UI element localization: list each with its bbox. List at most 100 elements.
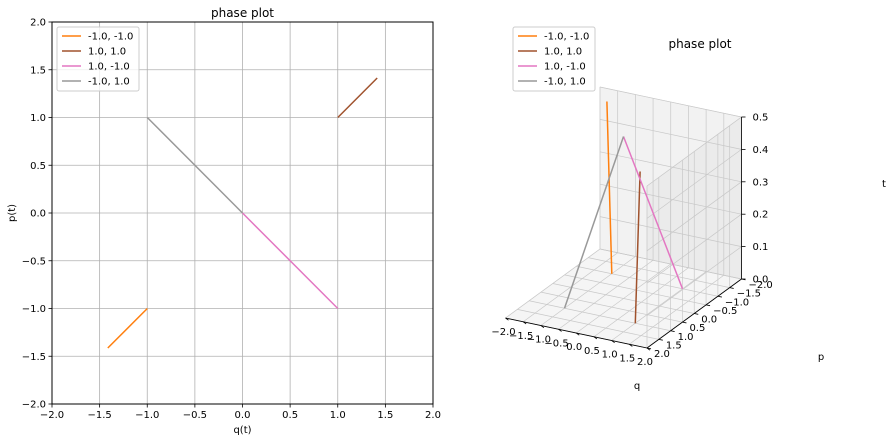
x-tick-label: −2.0 [40,410,64,421]
back-gridline-t [599,248,742,280]
x-axis-label-2d: q(t) [233,425,251,436]
q-tick-label: −1.0 [527,335,551,346]
t-tick-label: 0.3 [753,177,769,188]
back-gridline-t [599,151,742,183]
t-tick-label: 0.5 [753,113,769,124]
right-gridline-t [646,213,742,284]
p-tick-label: 2.0 [654,349,670,360]
y-tick-label: 2.0 [30,18,46,29]
p-tick-label: 1.5 [666,340,682,351]
legend-label: -1.0, -1.0 [88,32,133,43]
p-axis-label-3d: p [818,352,824,363]
q-tick-mark [540,325,545,329]
x-tick-label: −1.5 [87,410,111,421]
p-tick-label: 1.0 [678,332,694,343]
series-line-3d [634,171,641,324]
q-tick-mark [576,332,580,336]
p-tick-mark [729,287,734,289]
series-line [337,77,378,119]
legend-box [56,26,140,92]
series-line [241,212,339,310]
legend-label: -1.0, 1.0 [88,77,130,88]
q-tick-label: −2.0 [491,327,515,338]
legend-label: 1.0, -1.0 [88,62,130,73]
x-tick-label: −1.0 [135,410,159,421]
q-tick-mark [505,317,509,321]
series-line-3d [563,136,625,309]
x-tick-label: −0.5 [183,410,207,421]
y-tick-label: −0.5 [22,256,46,267]
p-tick-mark [658,338,663,341]
x-tick-label: 0.5 [282,410,298,421]
p-tick-mark [694,313,699,315]
phase-plot-3d: −2.0−1.5−1.0−0.50.0 0.5 1.0 1.5 2.0−2.0−1.5−… [491,26,886,392]
axes-3d: −2.0−1.5−1.0−0.50.0 0.5 1.0 1.5 2.0−2.0−1.5−… [491,113,772,369]
y-tick-label: −1.5 [22,352,46,363]
legend-label: -1.0, -1.0 [544,32,589,43]
y-tick-label: 0.0 [30,209,46,220]
y-tick-label: 1.5 [30,65,46,76]
legend-3d: -1.0, -1.0 1.0, 1.0 1.0, -1.0 -1.0, 1.0 [512,26,596,92]
q-tick-mark [629,343,633,347]
p-tick-mark [670,330,675,332]
y-tick-label: −1.0 [22,304,46,315]
right-gridline-t [646,149,742,219]
right-gridline-t [646,246,742,316]
q-tick-mark [593,336,598,340]
series-2d [107,77,378,349]
t-axis-label-3d: t [882,179,886,190]
series-line-3d [622,136,684,290]
q-tick-label: 0.5 [584,346,600,357]
x-tick-label: 2.0 [425,410,441,421]
series-line [146,116,244,214]
y-tick-label: 0.5 [30,161,46,172]
q-tick-mark [558,328,562,332]
q-tick-mark [611,340,615,344]
legend-2d: -1.0, -1.0 1.0, 1.0 1.0, -1.0 -1.0, 1.0 [56,26,140,92]
chart-title-2d: phase plot [211,6,274,20]
t-tick-label: 0.2 [753,210,769,221]
y-tick-label: 1.0 [30,113,46,124]
back-gridline-t [599,119,742,150]
t-tick-label: 0.1 [753,242,769,253]
back-gridline-t [599,86,742,118]
p-tick-label: 0.0 [701,315,717,326]
legend-label: 1.0, 1.0 [544,47,582,58]
p-tick-label: −0.5 [713,306,737,317]
p-tick-label: −2.0 [749,280,773,291]
legend-box [512,26,596,92]
y-tick-label: −2.0 [22,400,46,411]
back-gridline-t [599,183,742,215]
right-gridline-t [646,116,742,187]
grid-3d [505,86,742,349]
q-tick-label: −0.5 [544,338,568,349]
series-line [107,307,148,349]
y-axis-label-2d: p(t) [7,204,18,222]
t-tick-label: 0.0 [753,275,769,286]
back-gridline-t [599,216,742,247]
q-axis-label-3d: q [634,381,640,392]
p-tick-mark [682,321,687,324]
legend-label: -1.0, 1.0 [544,77,586,88]
floor-gridline-p [517,309,659,340]
p-tick-label: −1.0 [725,297,749,308]
legend-label: 1.0, -1.0 [544,62,586,73]
p-tick-mark [705,304,711,307]
p-tick-label: 0.5 [689,323,705,334]
q-tick-label: 1.0 [602,350,618,361]
q-tick-label: 1.5 [619,353,635,364]
x-tick-label: 1.0 [330,410,346,421]
phase-plot-2d: −2.0 −1.5 −1.0 −0.5 0.0 0.5 1.0 1.5 2.0 −2.0 −1.5 −… [7,6,441,436]
p-tick-label: −1.5 [737,289,761,300]
p-tick-mark [717,295,722,298]
legend-label: 1.0, 1.0 [88,47,126,58]
q-tick-label: 0.0 [566,342,582,353]
q-tick-label: 2.0 [637,357,653,368]
series-line-3d [606,101,613,274]
ticks-2d: −2.0 −1.5 −1.0 −0.5 0.0 0.5 1.0 1.5 2.0 −2.0 −1.5 −… [22,18,441,422]
series-3d [563,101,684,324]
chart-title-3d: phase plot [668,37,731,51]
t-tick-label: 0.4 [753,145,769,156]
x-tick-label: 1.5 [377,410,393,421]
